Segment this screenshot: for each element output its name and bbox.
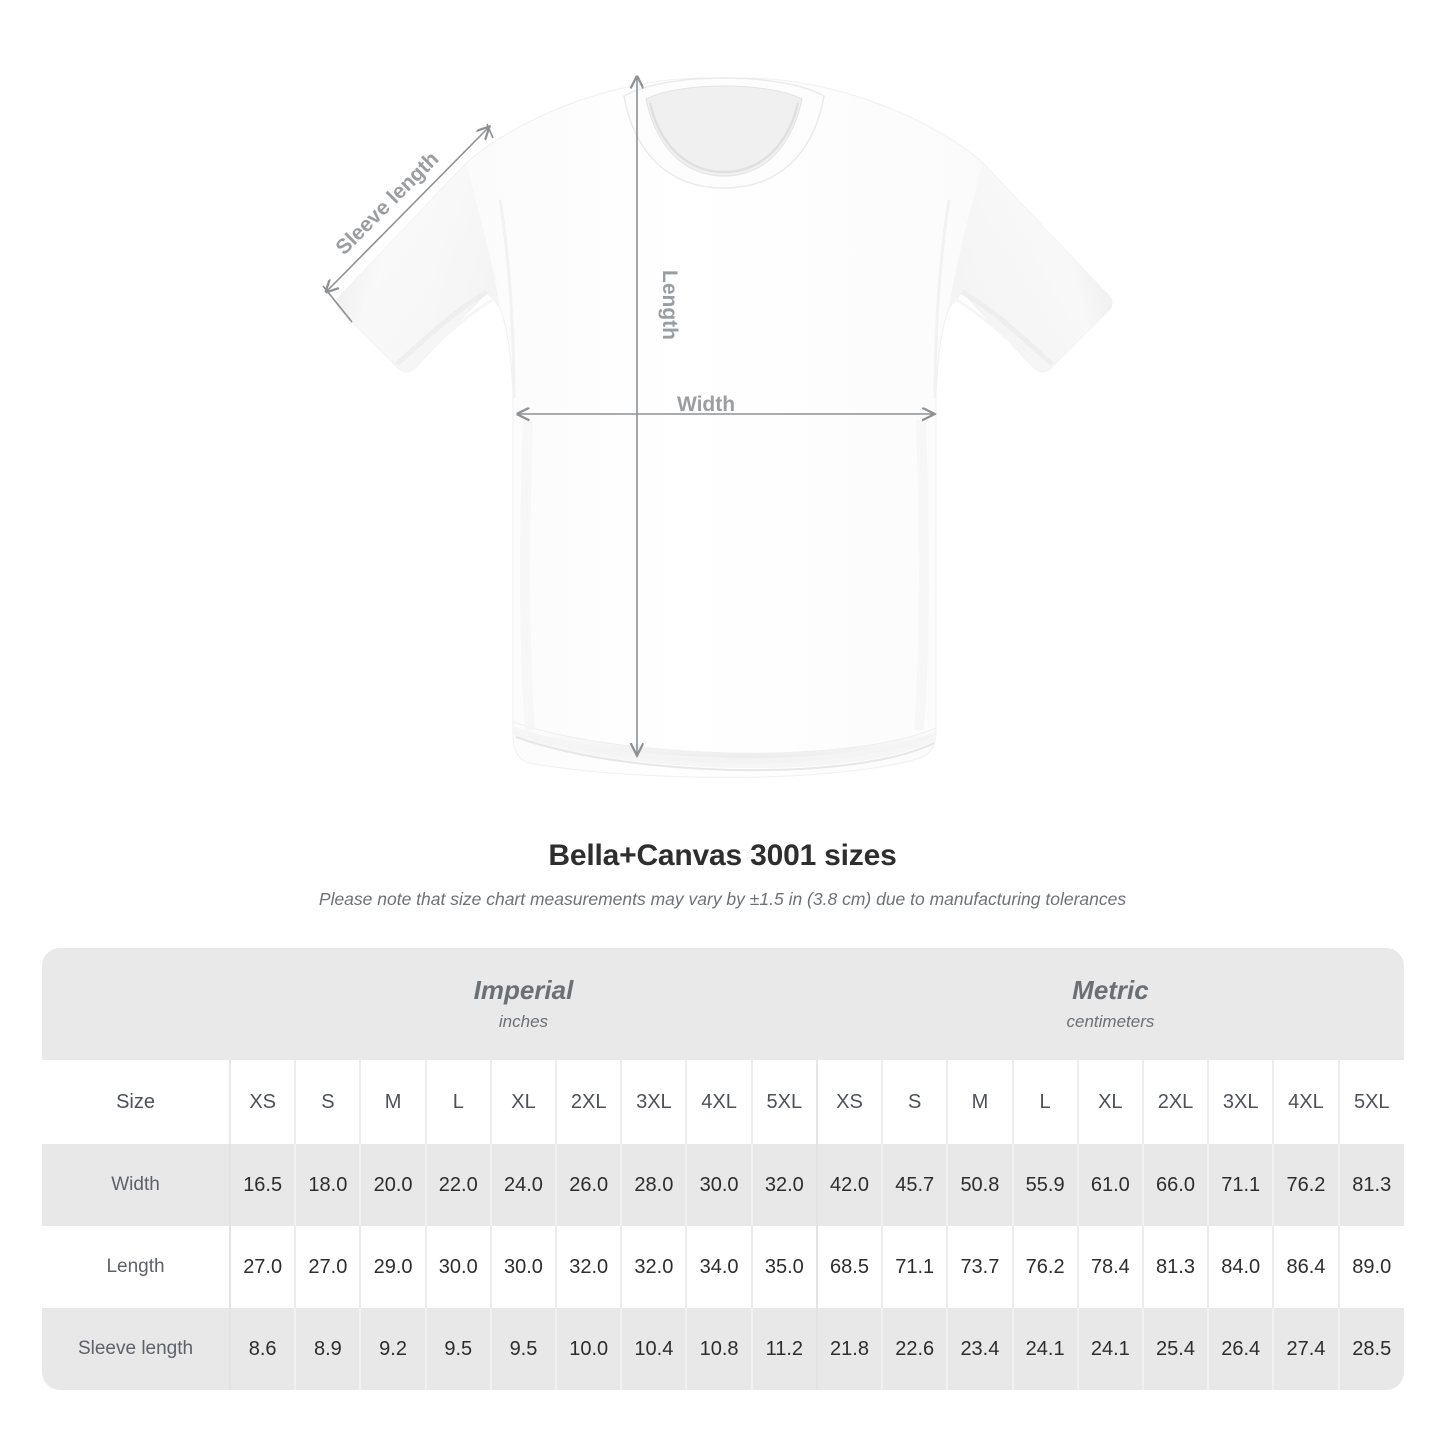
cell-length-xl-metric: 78.4 [1076, 1226, 1143, 1308]
tolerance-note: Please note that size chart measurements… [318, 889, 1127, 909]
size-column-label: Size [42, 1060, 231, 1144]
cell-width-2xl-imperial: 26.0 [555, 1144, 622, 1226]
size-header-3xl-metric: 3XL [1207, 1060, 1274, 1144]
size-header-s-imperial: S [294, 1060, 361, 1144]
cell-length-l-imperial: 30.0 [424, 1226, 491, 1308]
cell-width-s-metric: 45.7 [881, 1144, 948, 1226]
cell-sleeve-length-xl-metric: 24.1 [1076, 1308, 1143, 1390]
size-header-row: Size XS S M L XL 2XL 3XL 4XL 5XL XS S M L XL 2XL 3XL 4XL 5… [42, 1060, 1404, 1144]
cell-length-4xl-imperial: 34.0 [685, 1226, 752, 1308]
size-header-4xl-metric: 4XL [1272, 1060, 1339, 1144]
cell-length-3xl-imperial: 32.0 [620, 1226, 687, 1308]
size-header-5xl-imperial: 5XL [750, 1060, 817, 1144]
size-header-l-imperial: L [424, 1060, 491, 1144]
table-row: Sleeve length 8.6 8.9 9.2 9.5 9.5 10.0 10.4 10.8… [42, 1308, 1404, 1390]
unit-banner-imperial: Imperial inches [230, 948, 817, 1060]
row-header-width: Width [42, 1144, 231, 1226]
unit-name: Imperial [473, 975, 574, 1006]
cell-length-xl-imperial: 30.0 [489, 1226, 557, 1308]
cell-length-m-imperial: 29.0 [359, 1226, 426, 1308]
cell-length-xs-imperial: 27.0 [229, 1226, 296, 1308]
row-header-length: Length [42, 1226, 231, 1308]
cell-sleeve-length-4xl-metric: 27.4 [1272, 1308, 1339, 1390]
cell-width-xl-metric: 61.0 [1076, 1144, 1143, 1226]
cell-length-xs-metric: 68.5 [815, 1226, 883, 1308]
cell-width-l-metric: 55.9 [1011, 1144, 1078, 1226]
unit-banner-metric: Metric centimeters [816, 948, 1404, 1060]
cell-sleeve-length-s-metric: 22.6 [881, 1308, 948, 1390]
cell-sleeve-length-l-metric: 24.1 [1011, 1308, 1078, 1390]
page-title: Bella+Canvas 3001 sizes [548, 839, 897, 872]
cell-length-s-imperial: 27.0 [294, 1226, 361, 1308]
cell-length-l-metric: 76.2 [1011, 1226, 1078, 1308]
size-header-xs-metric: XS [815, 1060, 883, 1144]
cell-sleeve-length-m-metric: 23.4 [946, 1308, 1013, 1390]
size-header-l-metric: L [1011, 1060, 1078, 1144]
cell-sleeve-length-4xl-imperial: 10.8 [685, 1308, 752, 1390]
tshirt-measurement-diagram: Sleeve length Length Width [322, 0, 1113, 778]
cell-sleeve-length-xs-metric: 21.8 [815, 1308, 883, 1390]
cell-width-5xl-imperial: 32.0 [750, 1144, 817, 1226]
cell-sleeve-length-xs-imperial: 8.6 [229, 1308, 296, 1390]
cell-length-2xl-metric: 81.3 [1141, 1226, 1209, 1308]
cell-width-xl-imperial: 24.0 [489, 1144, 557, 1226]
size-header-4xl-imperial: 4XL [685, 1060, 752, 1144]
width-dimension: Width [519, 393, 934, 416]
cell-sleeve-length-2xl-imperial: 10.0 [555, 1308, 622, 1390]
cell-width-xs-imperial: 16.5 [229, 1144, 296, 1226]
size-header-xs-imperial: XS [229, 1060, 296, 1144]
cell-sleeve-length-m-imperial: 9.2 [359, 1308, 426, 1390]
tshirt-illustration [336, 77, 1113, 778]
cell-width-3xl-imperial: 28.0 [620, 1144, 687, 1226]
cell-width-s-imperial: 18.0 [294, 1144, 361, 1226]
size-header-5xl-metric: 5XL [1337, 1060, 1404, 1144]
unit-name: Metric [1072, 975, 1149, 1006]
size-header-m-imperial: M [359, 1060, 426, 1144]
size-header-3xl-imperial: 3XL [620, 1060, 687, 1144]
cell-sleeve-length-5xl-metric: 28.5 [1337, 1308, 1404, 1390]
size-header-m-metric: M [946, 1060, 1013, 1144]
cell-width-l-imperial: 22.0 [424, 1144, 491, 1226]
size-header-xl-imperial: XL [489, 1060, 557, 1144]
cell-sleeve-length-xl-imperial: 9.5 [489, 1308, 557, 1390]
width-label: Width [677, 393, 735, 416]
cell-width-xs-metric: 42.0 [815, 1144, 883, 1226]
cell-width-4xl-imperial: 30.0 [685, 1144, 752, 1226]
chart-heading-block: Bella+Canvas 3001 sizes Please note that… [0, 838, 1445, 911]
cell-sleeve-length-l-imperial: 9.5 [424, 1308, 491, 1390]
row-header-sleeve-length: Sleeve length [42, 1308, 231, 1390]
length-label: Length [658, 270, 681, 340]
cell-length-5xl-imperial: 35.0 [750, 1226, 817, 1308]
table-row: Length 27.0 27.0 29.0 30.0 30.0 32.0 32.0 34.0 35… [42, 1226, 1404, 1308]
cell-length-s-metric: 71.1 [881, 1226, 948, 1308]
cell-width-m-metric: 50.8 [946, 1144, 1013, 1226]
size-header-s-metric: S [881, 1060, 948, 1144]
cell-width-3xl-metric: 71.1 [1207, 1144, 1274, 1226]
size-header-2xl-imperial: 2XL [555, 1060, 622, 1144]
cell-sleeve-length-2xl-metric: 25.4 [1141, 1308, 1209, 1390]
cell-length-2xl-imperial: 32.0 [555, 1226, 622, 1308]
size-header-xl-metric: XL [1076, 1060, 1143, 1144]
cell-length-5xl-metric: 89.0 [1337, 1226, 1404, 1308]
cell-sleeve-length-5xl-imperial: 11.2 [750, 1308, 817, 1390]
unit-banner-row: Imperial inches Metric centimeters [42, 948, 1404, 1060]
cell-sleeve-length-3xl-metric: 26.4 [1207, 1308, 1274, 1390]
cell-length-4xl-metric: 86.4 [1272, 1226, 1339, 1308]
cell-width-4xl-metric: 76.2 [1272, 1144, 1339, 1226]
cell-width-m-imperial: 20.0 [359, 1144, 426, 1226]
unit-subtitle: inches [498, 1011, 549, 1031]
cell-length-3xl-metric: 84.0 [1207, 1226, 1274, 1308]
cell-length-m-metric: 73.7 [946, 1226, 1013, 1308]
size-header-2xl-metric: 2XL [1141, 1060, 1209, 1144]
cell-sleeve-length-3xl-imperial: 10.4 [620, 1308, 687, 1390]
unit-subtitle: centimeters [1066, 1011, 1155, 1031]
size-chart-table: Imperial inches Metric centimeters Size XS S M L… [42, 948, 1404, 1390]
cell-width-5xl-metric: 81.3 [1337, 1144, 1404, 1226]
unit-banner-spacer [42, 948, 231, 1060]
cell-width-2xl-metric: 66.0 [1141, 1144, 1209, 1226]
table-row: Width 16.5 18.0 20.0 22.0 24.0 26.0 28.0 30.0 32.… [42, 1144, 1404, 1226]
cell-sleeve-length-s-imperial: 8.9 [294, 1308, 361, 1390]
